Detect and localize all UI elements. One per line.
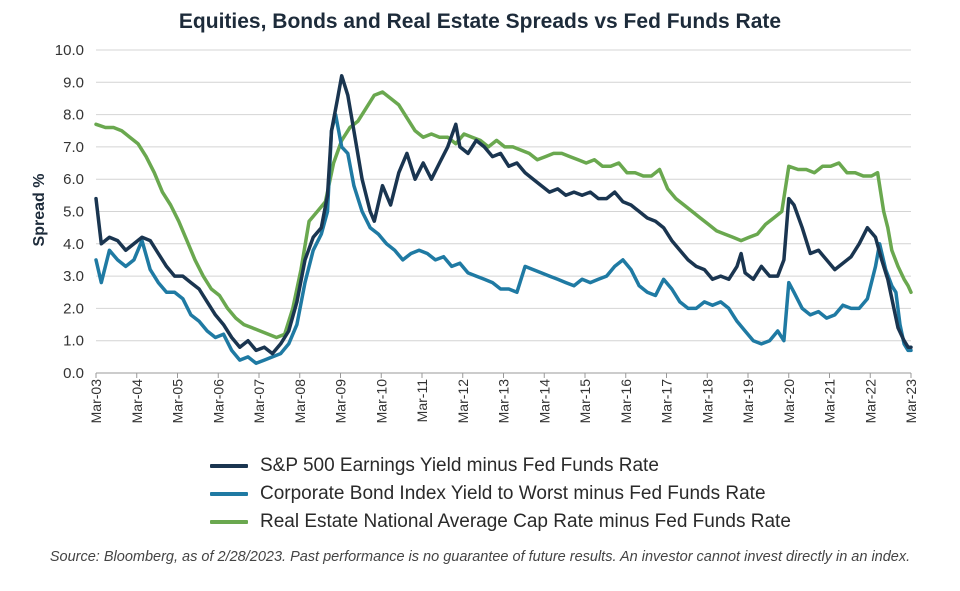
x-tick-label: Mar-07 [251,379,267,424]
x-tick-label: Mar-05 [170,379,186,424]
legend-item-corporate-bond: Corporate Bond Index Yield to Worst minu… [210,480,791,508]
legend: S&P 500 Earnings Yield minus Fed Funds R… [210,452,791,536]
x-tick-label: Mar-11 [414,379,430,423]
x-tick-label: Mar-20 [781,379,797,424]
x-tick-label: Mar-21 [822,379,838,424]
legend-label-sp500: S&P 500 Earnings Yield minus Fed Funds R… [260,455,659,476]
y-axis-ticks: 0.0 1.0 2.0 3.0 4.0 5.0 6.0 7.0 8.0 9.0 10.0 [55,42,84,382]
legend-label-real-estate: Real Estate National Average Cap Rate mi… [260,511,791,532]
chart-svg: Equities, Bonds and Real Estate Spreads … [31,10,919,423]
legend-swatch-corporate-bond [210,492,248,496]
x-tick-label: Mar-12 [455,379,471,424]
x-tick-label: Mar-15 [577,379,593,424]
y-tick-label: 10.0 [55,42,84,59]
x-tick-label: Mar-23 [903,379,919,424]
gridlines [96,49,911,342]
x-tick-label: Mar-09 [333,379,349,424]
x-tick-label: Mar-16 [618,379,634,424]
legend-label-corporate-bond: Corporate Bond Index Yield to Worst minu… [260,483,766,504]
y-tick-label: 4.0 [63,236,84,253]
y-tick-label: 8.0 [63,107,84,124]
source-note: Source: Bloomberg, as of 2/28/2023. Past… [49,549,911,565]
series-line-corporate-bond [94,112,913,366]
x-tick-label: Mar-10 [373,379,389,424]
chart-title: Equities, Bonds and Real Estate Spreads … [179,10,781,33]
series-line-real-estate [94,90,913,340]
y-tick-label: 3.0 [63,268,84,285]
x-tick-label: Mar-19 [740,379,756,424]
y-axis-label: Spread % [31,174,48,247]
y-tick-label: 0.0 [63,365,84,382]
x-tick-label: Mar-22 [862,379,878,424]
x-tick-label: Mar-14 [536,379,552,424]
legend-item-real-estate: Real Estate National Average Cap Rate mi… [210,508,791,536]
y-tick-label: 5.0 [63,204,84,221]
y-tick-label: 7.0 [63,139,84,156]
legend-swatch-sp500 [210,464,248,468]
series-lines [94,74,913,366]
legend-swatch-real-estate [210,520,248,524]
x-tick-label: Mar-04 [129,379,145,424]
x-tick-label: Mar-18 [699,379,715,424]
series-line-sp500 [94,74,913,356]
y-tick-label: 9.0 [63,74,84,91]
y-tick-label: 2.0 [63,300,84,317]
x-tick-label: Mar-17 [659,379,675,424]
legend-item-sp500: S&P 500 Earnings Yield minus Fed Funds R… [210,452,791,480]
y-tick-label: 1.0 [63,333,84,350]
x-tick-label: Mar-06 [210,379,226,424]
x-tick-label: Mar-08 [292,379,308,424]
x-tick-label: Mar-13 [496,379,512,424]
x-axis-ticks: Mar-03 Mar-04 Mar-05 Mar-06 Mar-07 Mar-08 Mar-… [88,373,919,423]
y-tick-label: 6.0 [63,171,84,188]
x-tick-label: Mar-03 [88,379,104,424]
